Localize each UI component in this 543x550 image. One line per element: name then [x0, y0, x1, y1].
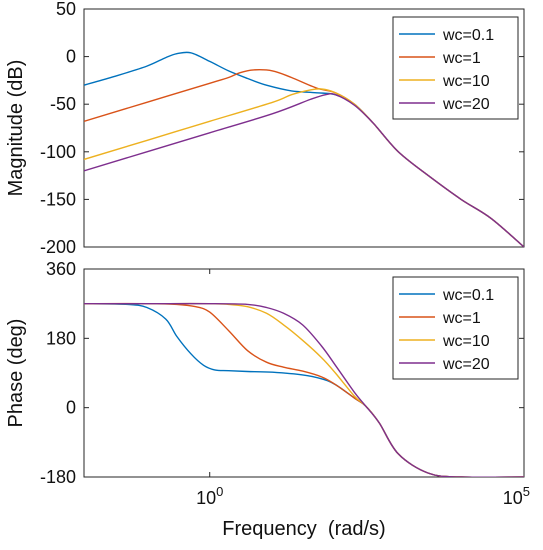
x-tick-label-base: 10: [503, 488, 523, 508]
legend-label: wc=20: [442, 96, 490, 113]
legend-label: wc=10: [442, 73, 490, 90]
y-axis-label: Magnitude (dB): [5, 60, 27, 197]
y-tick-label: -150: [40, 189, 76, 209]
legend-label: wc=0.1: [442, 287, 494, 304]
x-tick-label-exponent: 5: [523, 484, 530, 499]
legend: wc=0.1 wc=1 wc=10 wc=20: [393, 17, 518, 119]
y-axis-label: Phase (deg): [5, 319, 27, 428]
y-tick-label: 50: [56, 0, 76, 19]
axes-panel-1: 50 0 -50 -100 -150 -200 wc=0.1 wc=1 wc=10 wc=20 Ma…: [5, 0, 524, 257]
y-tick-label: 0: [66, 47, 76, 67]
y-tick-label: 180: [46, 328, 76, 348]
x-axis-label: Frequency (rad/s): [222, 518, 385, 540]
y-tick-label: 360: [46, 259, 76, 279]
y-tick-label: -180: [40, 467, 76, 487]
y-tick-label: -200: [40, 237, 76, 257]
legend-label: wc=10: [442, 333, 490, 350]
x-tick-label: 105: [503, 484, 530, 508]
legend-label: wc=1: [442, 310, 481, 327]
legend: wc=0.1 wc=1 wc=10 wc=20: [393, 277, 518, 379]
x-tick-label-exponent: 0: [216, 484, 223, 499]
y-tick-label: -50: [50, 94, 76, 114]
x-tick-label-base: 10: [196, 488, 216, 508]
x-tick-label: 100: [196, 484, 223, 508]
legend-label: wc=0.1: [442, 27, 494, 44]
y-tick-label: 0: [66, 398, 76, 418]
y-tick-label: -100: [40, 142, 76, 162]
legend-label: wc=20: [442, 356, 490, 373]
legend-label: wc=1: [442, 50, 481, 67]
